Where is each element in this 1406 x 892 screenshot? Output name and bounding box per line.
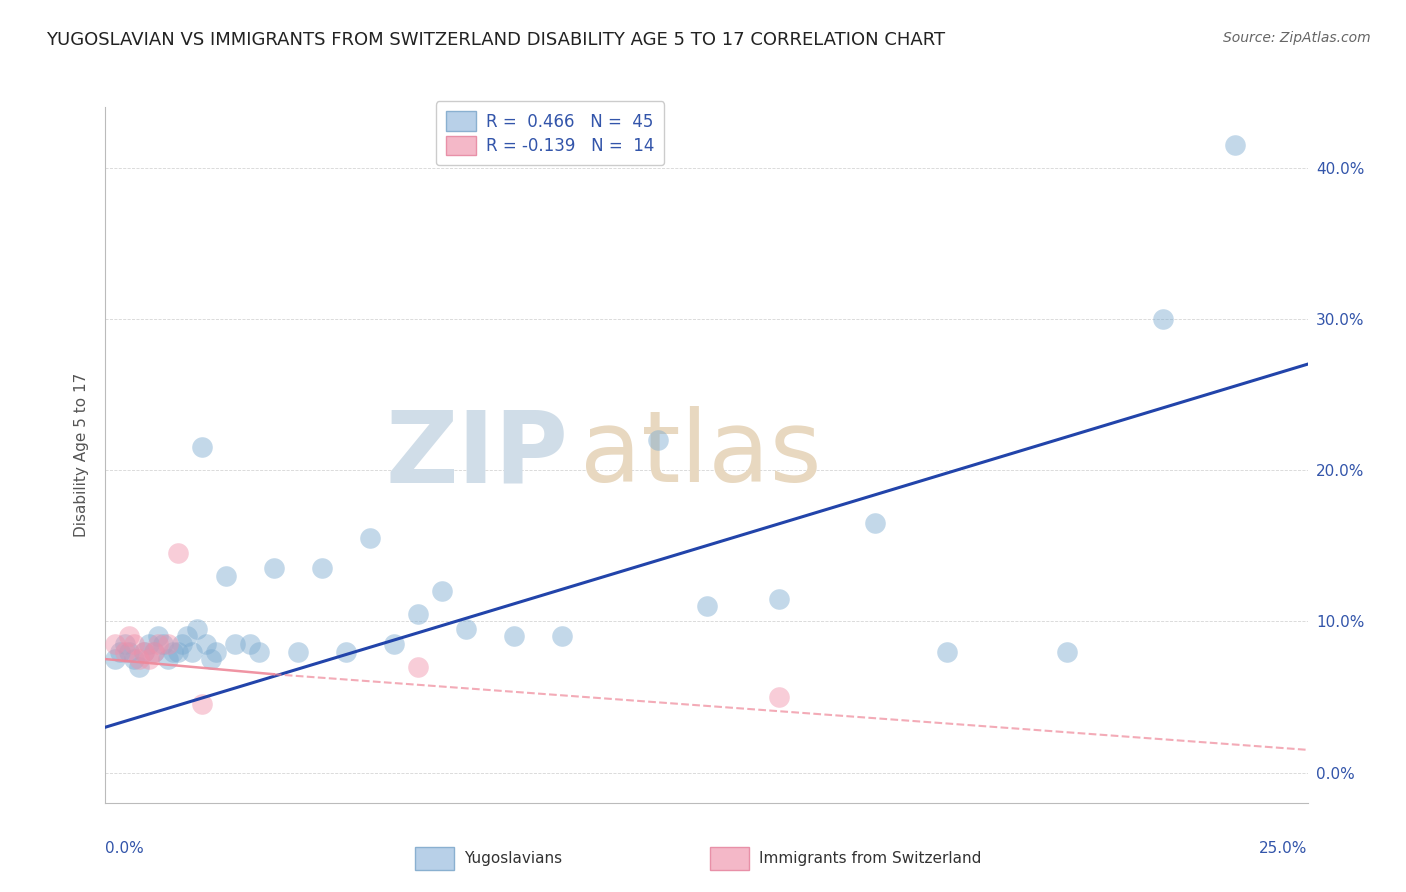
Point bbox=[124, 652, 146, 666]
Point bbox=[142, 644, 165, 658]
Point bbox=[247, 644, 270, 658]
Point bbox=[382, 637, 405, 651]
Point bbox=[430, 584, 453, 599]
Point bbox=[148, 629, 170, 643]
Text: ZIP: ZIP bbox=[385, 407, 568, 503]
Point bbox=[195, 637, 218, 651]
Point bbox=[335, 644, 357, 658]
Point bbox=[406, 607, 429, 621]
Point bbox=[142, 644, 165, 658]
Point bbox=[406, 659, 429, 673]
Point bbox=[172, 637, 194, 651]
Point bbox=[551, 629, 574, 643]
Point bbox=[287, 644, 309, 658]
Point bbox=[200, 652, 222, 666]
Point bbox=[118, 644, 141, 658]
Point bbox=[128, 659, 150, 673]
Point bbox=[186, 622, 208, 636]
Point bbox=[1056, 644, 1078, 658]
Point bbox=[1152, 311, 1174, 326]
Point bbox=[205, 644, 228, 658]
Point bbox=[104, 652, 127, 666]
Point bbox=[152, 637, 174, 651]
Point bbox=[156, 652, 179, 666]
Text: Immigrants from Switzerland: Immigrants from Switzerland bbox=[759, 851, 981, 865]
Point bbox=[166, 546, 188, 560]
Point bbox=[224, 637, 246, 651]
Point bbox=[239, 637, 262, 651]
Point bbox=[454, 622, 477, 636]
Point bbox=[214, 569, 236, 583]
Point bbox=[132, 644, 155, 658]
Legend: R =  0.466   N =  45, R = -0.139   N =  14: R = 0.466 N = 45, R = -0.139 N = 14 bbox=[436, 102, 665, 165]
Point bbox=[138, 637, 160, 651]
Point bbox=[359, 531, 381, 545]
Point bbox=[176, 629, 198, 643]
Point bbox=[104, 637, 127, 651]
Point bbox=[138, 652, 160, 666]
Point bbox=[190, 441, 212, 455]
Point bbox=[1225, 137, 1247, 152]
Point bbox=[148, 637, 170, 651]
Point bbox=[863, 516, 886, 530]
Point bbox=[647, 433, 669, 447]
Point bbox=[503, 629, 526, 643]
Point bbox=[114, 644, 136, 658]
Point bbox=[190, 698, 212, 712]
Point bbox=[311, 561, 333, 575]
Text: Source: ZipAtlas.com: Source: ZipAtlas.com bbox=[1223, 31, 1371, 45]
Text: YUGOSLAVIAN VS IMMIGRANTS FROM SWITZERLAND DISABILITY AGE 5 TO 17 CORRELATION CH: YUGOSLAVIAN VS IMMIGRANTS FROM SWITZERLA… bbox=[46, 31, 945, 49]
Point bbox=[166, 644, 188, 658]
Point bbox=[768, 591, 790, 606]
Text: 0.0%: 0.0% bbox=[105, 841, 145, 856]
Text: Yugoslavians: Yugoslavians bbox=[464, 851, 562, 865]
Text: 25.0%: 25.0% bbox=[1260, 841, 1308, 856]
Point bbox=[696, 599, 718, 614]
Point bbox=[156, 637, 179, 651]
Point bbox=[162, 644, 184, 658]
Point bbox=[263, 561, 285, 575]
Point bbox=[128, 652, 150, 666]
Y-axis label: Disability Age 5 to 17: Disability Age 5 to 17 bbox=[75, 373, 90, 537]
Point bbox=[108, 644, 131, 658]
Point bbox=[118, 629, 141, 643]
Point bbox=[768, 690, 790, 704]
Text: atlas: atlas bbox=[581, 407, 823, 503]
Point bbox=[124, 637, 146, 651]
Point bbox=[132, 644, 155, 658]
Point bbox=[114, 637, 136, 651]
Point bbox=[936, 644, 959, 658]
Point bbox=[181, 644, 204, 658]
